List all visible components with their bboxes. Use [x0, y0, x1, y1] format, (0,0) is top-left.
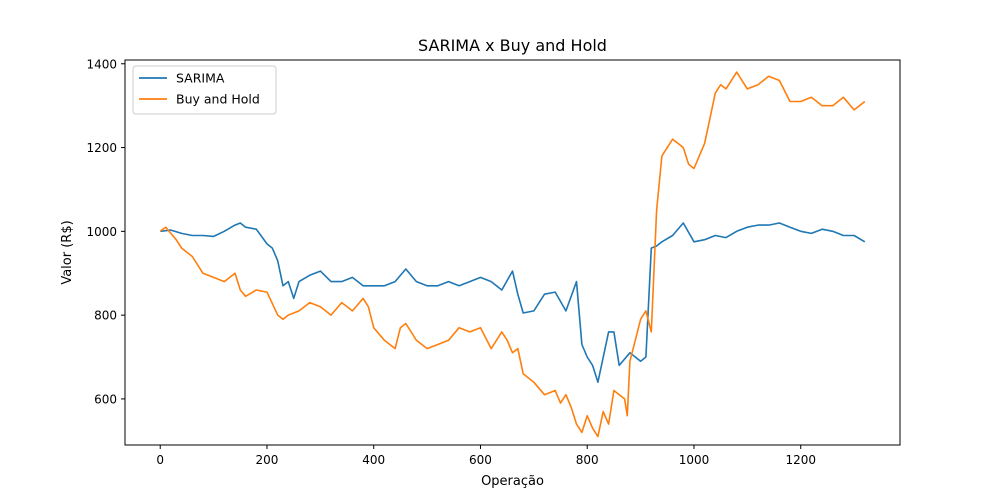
x-tick-label: 600 — [469, 453, 492, 467]
y-tick-label: 800 — [94, 309, 117, 323]
series-line-1 — [159, 71, 866, 438]
legend: SARIMA Buy and Hold — [132, 65, 277, 115]
x-axis: 0 200 400 600 800 1000 1200 — [156, 445, 816, 467]
legend-label-0: SARIMA — [176, 71, 225, 86]
legend-label-1: Buy and Hold — [176, 92, 260, 107]
x-axis-label: Operação — [481, 474, 544, 489]
legend-box — [132, 65, 277, 115]
x-tick-label: 800 — [576, 453, 599, 467]
y-tick-label: 1400 — [86, 57, 117, 71]
y-axis-label: Valor (R$) — [60, 220, 75, 284]
y-tick-label: 1200 — [86, 141, 117, 155]
y-tick-label: 1000 — [86, 225, 117, 239]
y-axis: 600 800 1000 1200 1400 — [86, 57, 125, 406]
axes-frame — [124, 59, 901, 446]
chart-title: SARIMA x Buy and Hold — [418, 36, 607, 55]
y-tick-label: 600 — [94, 392, 117, 406]
x-tick-label: 0 — [156, 453, 164, 467]
x-tick-label: 400 — [362, 453, 385, 467]
x-tick-label: 1200 — [785, 453, 816, 467]
x-tick-label: 200 — [256, 453, 279, 467]
series-line-0 — [160, 222, 866, 384]
x-tick-label: 1000 — [679, 453, 710, 467]
plot-area — [159, 71, 866, 438]
